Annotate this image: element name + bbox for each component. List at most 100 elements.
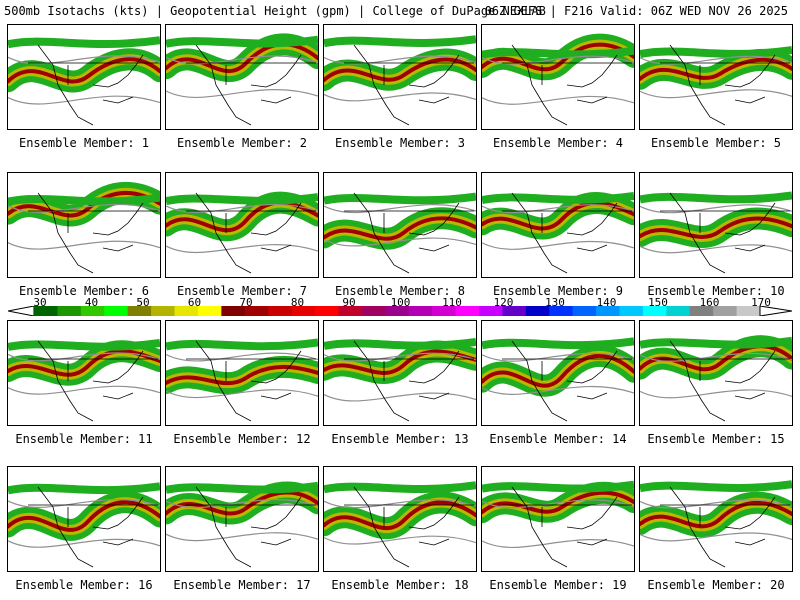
colorbar-tick-label: 160 xyxy=(699,296,720,309)
colorbar-swatch xyxy=(713,306,738,316)
ensemble-map-17 xyxy=(166,481,318,568)
jet-band-north xyxy=(8,482,160,495)
member-label-9: Ensemble Member: 9 xyxy=(492,284,624,298)
height-contour xyxy=(482,499,634,509)
member-label-10: Ensemble Member: 10 xyxy=(647,284,785,298)
ensemble-panel-19 xyxy=(481,466,635,572)
colorbar-tick-label: 100 xyxy=(390,296,411,309)
ensemble-map-2 xyxy=(166,33,318,126)
colorbar-swatch xyxy=(736,306,761,316)
colorbar-swatch xyxy=(315,306,339,316)
jet-band-core xyxy=(640,500,792,529)
colorbar-tick-label: 30 xyxy=(33,296,47,309)
height-contour xyxy=(640,55,792,65)
member-label-13: Ensemble Member: 13 xyxy=(331,432,469,446)
ensemble-panel-6 xyxy=(7,172,161,278)
ensemble-panel-20 xyxy=(639,466,793,572)
height-contour xyxy=(324,55,476,65)
colorbar-swatch xyxy=(34,306,58,316)
ensemble-panel-9 xyxy=(481,172,635,278)
height-contour xyxy=(324,535,476,545)
member-label-12: Ensemble Member: 12 xyxy=(173,432,311,446)
height-contour xyxy=(482,240,634,250)
ensemble-panel-8 xyxy=(323,172,477,278)
ensemble-panel-2 xyxy=(165,24,319,130)
map-borders xyxy=(28,340,158,422)
member-label-3: Ensemble Member: 3 xyxy=(334,136,466,150)
jet-band-north xyxy=(166,338,318,351)
jet-band-core xyxy=(640,57,792,81)
ensemble-map-3 xyxy=(324,35,476,126)
colorbar-swatch xyxy=(478,306,503,316)
member-label-1: Ensemble Member: 1 xyxy=(18,136,150,150)
member-label-20: Ensemble Member: 20 xyxy=(647,578,785,592)
height-contour xyxy=(640,89,792,99)
jet-band-core xyxy=(324,216,476,241)
height-contour xyxy=(482,55,634,65)
ensemble-map-10 xyxy=(640,191,792,274)
colorbar-swatch xyxy=(642,306,667,316)
ensemble-panel-5 xyxy=(639,24,793,130)
height-contour xyxy=(8,203,160,213)
member-label-17: Ensemble Member: 17 xyxy=(173,578,311,592)
height-contour xyxy=(166,352,318,362)
map-borders xyxy=(502,486,632,568)
chart-title: 500mb Isotachs (kts) | Geopotential Heig… xyxy=(4,4,546,18)
height-contour xyxy=(166,499,318,509)
jet-band-north xyxy=(324,192,476,205)
ensemble-map-12 xyxy=(166,338,318,422)
member-label-18: Ensemble Member: 18 xyxy=(331,578,469,592)
jet-band-core xyxy=(482,490,634,515)
height-contour xyxy=(8,499,160,508)
ensemble-panel-18 xyxy=(323,466,477,572)
colorbar-swatch xyxy=(619,306,644,316)
colorbar-swatch xyxy=(525,306,550,316)
member-label-6: Ensemble Member: 6 xyxy=(18,284,150,298)
member-label-15: Ensemble Member: 15 xyxy=(647,432,785,446)
colorbar-swatch xyxy=(455,306,480,316)
colorbar-tick-label: 150 xyxy=(648,296,668,309)
map-borders xyxy=(660,44,790,126)
height-contour xyxy=(482,352,634,362)
jet-band-core xyxy=(166,490,318,516)
jet-band-north xyxy=(8,193,160,206)
colorbar-swatch xyxy=(596,306,620,316)
member-label-19: Ensemble Member: 19 xyxy=(489,578,627,592)
jet-band-core xyxy=(482,42,634,72)
height-contour xyxy=(640,532,792,542)
height-contour xyxy=(166,89,318,98)
colorbar-swatch xyxy=(502,306,527,316)
height-contour xyxy=(324,352,476,362)
colorbar-swatch xyxy=(221,306,246,316)
height-contour xyxy=(324,204,476,214)
height-contour xyxy=(324,499,476,509)
jet-band-north xyxy=(482,337,634,350)
colorbar-strip xyxy=(8,306,792,316)
ensemble-map-15 xyxy=(640,335,792,422)
height-contour xyxy=(640,352,792,362)
height-contour xyxy=(482,539,634,548)
jet-band-core xyxy=(8,190,160,218)
colorbar-swatch xyxy=(80,306,105,316)
jet-band-north xyxy=(482,46,634,59)
ensemble-map-6 xyxy=(8,181,160,274)
height-contour xyxy=(8,352,160,362)
header: 500mb Isotachs (kts) | Geopotential Heig… xyxy=(0,0,800,22)
ensemble-panel-10 xyxy=(639,172,793,278)
valid-time: 06Z GEFS | F216 Valid: 06Z WED NOV 26 20… xyxy=(484,4,788,18)
jet-band-north xyxy=(166,193,318,206)
member-label-2: Ensemble Member: 2 xyxy=(176,136,308,150)
colorbar-swatch xyxy=(432,306,457,316)
jet-band-north xyxy=(166,481,318,494)
ensemble-map-8 xyxy=(324,192,476,274)
ensemble-map-5 xyxy=(640,44,792,126)
colorbar-arrow-left xyxy=(8,306,35,316)
map-borders xyxy=(660,486,790,568)
height-contour xyxy=(640,204,792,214)
map-borders xyxy=(502,44,632,126)
jet-band-north xyxy=(640,336,792,349)
map-borders xyxy=(186,340,316,422)
jet-band-core xyxy=(324,57,476,83)
map-borders xyxy=(186,486,316,568)
ensemble-map-1 xyxy=(8,36,160,126)
